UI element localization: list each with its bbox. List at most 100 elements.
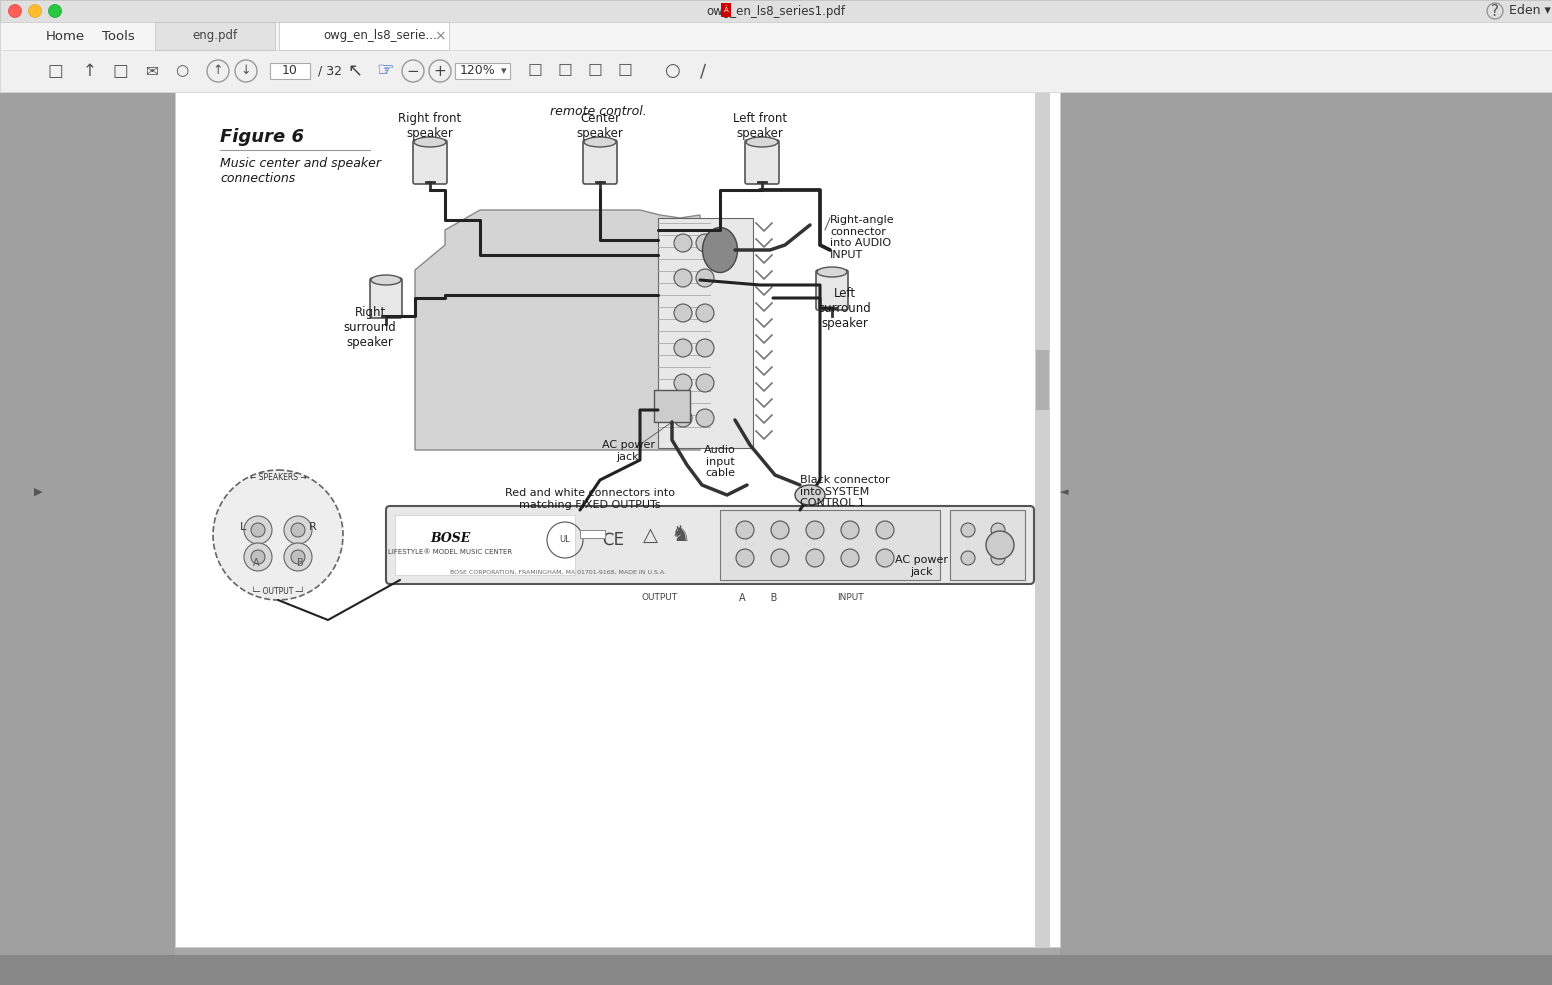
Text: / 32: / 32 bbox=[318, 64, 341, 78]
Text: Audio
input
cable: Audio input cable bbox=[705, 445, 736, 478]
Text: owg_en_ls8_serie...: owg_en_ls8_serie... bbox=[323, 30, 436, 42]
Text: Black connector
into SYSTEM
CONTROL 1: Black connector into SYSTEM CONTROL 1 bbox=[799, 475, 889, 508]
Text: owg_en_ls8_series1.pdf: owg_en_ls8_series1.pdf bbox=[706, 5, 846, 18]
Bar bbox=[279, 22, 449, 50]
Text: ↑: ↑ bbox=[84, 62, 96, 80]
Circle shape bbox=[695, 374, 714, 392]
Text: 10: 10 bbox=[282, 64, 298, 78]
Text: UL: UL bbox=[560, 536, 571, 545]
Text: Music center and speaker
connections: Music center and speaker connections bbox=[220, 157, 380, 185]
Text: OUTPUT: OUTPUT bbox=[643, 594, 678, 603]
Bar bbox=[0, 0, 1552, 22]
Text: Left front
speaker: Left front speaker bbox=[733, 112, 787, 140]
Text: ☐: ☐ bbox=[528, 62, 543, 80]
Text: ◄: ◄ bbox=[1060, 487, 1068, 497]
Circle shape bbox=[771, 549, 788, 567]
Bar bbox=[1037, 350, 1049, 410]
Bar bbox=[175, 92, 1060, 947]
Text: remote control.: remote control. bbox=[549, 105, 647, 118]
Circle shape bbox=[736, 549, 754, 567]
Text: ↖: ↖ bbox=[348, 62, 363, 80]
Text: −: − bbox=[407, 63, 419, 79]
Circle shape bbox=[875, 549, 894, 567]
Text: L: L bbox=[241, 522, 247, 532]
Text: AC power
jack: AC power jack bbox=[896, 555, 948, 576]
FancyBboxPatch shape bbox=[369, 278, 402, 318]
Circle shape bbox=[674, 339, 692, 357]
Text: ×: × bbox=[435, 29, 445, 43]
Text: Center
speaker: Center speaker bbox=[576, 112, 624, 140]
Text: Left
surround
speaker: Left surround speaker bbox=[818, 287, 871, 330]
Bar bbox=[155, 22, 275, 50]
Text: A: A bbox=[253, 558, 259, 568]
Circle shape bbox=[28, 5, 42, 18]
Bar bbox=[1035, 92, 1051, 947]
Circle shape bbox=[992, 523, 1006, 537]
FancyBboxPatch shape bbox=[745, 140, 779, 184]
Circle shape bbox=[284, 516, 312, 544]
Text: ▾: ▾ bbox=[501, 66, 508, 76]
Text: ○: ○ bbox=[175, 63, 189, 79]
Text: AC power
jack: AC power jack bbox=[602, 440, 655, 462]
Circle shape bbox=[674, 304, 692, 322]
Ellipse shape bbox=[703, 228, 737, 273]
Text: ☐: ☐ bbox=[588, 62, 602, 80]
Bar bbox=[270, 63, 310, 79]
Text: ○: ○ bbox=[664, 62, 680, 80]
Circle shape bbox=[244, 516, 272, 544]
Text: Home: Home bbox=[45, 30, 84, 42]
Text: △: △ bbox=[643, 526, 658, 545]
Circle shape bbox=[841, 549, 858, 567]
Text: 120%: 120% bbox=[459, 64, 497, 78]
Bar bbox=[580, 530, 605, 538]
Circle shape bbox=[695, 234, 714, 252]
Circle shape bbox=[805, 521, 824, 539]
Bar bbox=[653, 390, 691, 422]
Text: ↓: ↓ bbox=[241, 64, 251, 78]
Circle shape bbox=[841, 521, 858, 539]
Bar bbox=[1060, 92, 1552, 985]
Circle shape bbox=[284, 543, 312, 571]
Circle shape bbox=[251, 550, 265, 564]
Ellipse shape bbox=[584, 137, 616, 147]
Text: ▶: ▶ bbox=[34, 487, 42, 497]
Circle shape bbox=[695, 339, 714, 357]
Text: Right front
speaker: Right front speaker bbox=[399, 112, 461, 140]
Circle shape bbox=[961, 551, 975, 565]
Text: Red and white connectors into
matching FIXED OUTPUTs: Red and white connectors into matching F… bbox=[504, 488, 675, 509]
FancyBboxPatch shape bbox=[584, 140, 618, 184]
Text: INPUT: INPUT bbox=[837, 594, 863, 603]
Text: +: + bbox=[433, 63, 447, 79]
Bar bbox=[722, 3, 731, 17]
Bar bbox=[0, 955, 1552, 985]
Text: ♞: ♞ bbox=[670, 525, 691, 545]
Ellipse shape bbox=[795, 485, 826, 505]
Text: ☐: ☐ bbox=[557, 62, 573, 80]
Text: Right
surround
speaker: Right surround speaker bbox=[343, 306, 396, 349]
Polygon shape bbox=[414, 210, 700, 450]
Text: □: □ bbox=[47, 62, 64, 80]
Circle shape bbox=[48, 5, 62, 18]
Circle shape bbox=[805, 549, 824, 567]
Text: ∕: ∕ bbox=[700, 62, 706, 80]
Circle shape bbox=[674, 234, 692, 252]
Bar bbox=[0, 22, 1552, 50]
Circle shape bbox=[992, 551, 1006, 565]
Text: Figure 6: Figure 6 bbox=[220, 128, 304, 146]
Text: └─ OUTPUT ─┘: └─ OUTPUT ─┘ bbox=[251, 587, 306, 597]
Circle shape bbox=[695, 304, 714, 322]
Text: R: R bbox=[309, 522, 317, 532]
FancyBboxPatch shape bbox=[413, 140, 447, 184]
Text: A        B: A B bbox=[739, 593, 778, 603]
FancyBboxPatch shape bbox=[386, 506, 1034, 584]
Text: □: □ bbox=[112, 62, 127, 80]
Ellipse shape bbox=[816, 267, 847, 277]
Text: Ä: Ä bbox=[723, 7, 728, 14]
Text: ↑: ↑ bbox=[213, 64, 223, 78]
Circle shape bbox=[292, 550, 306, 564]
Circle shape bbox=[244, 543, 272, 571]
Bar bbox=[0, 50, 1552, 92]
Ellipse shape bbox=[371, 275, 400, 285]
Circle shape bbox=[986, 531, 1013, 559]
Text: LIFESTYLE® MODEL MUSIC CENTER: LIFESTYLE® MODEL MUSIC CENTER bbox=[388, 549, 512, 555]
